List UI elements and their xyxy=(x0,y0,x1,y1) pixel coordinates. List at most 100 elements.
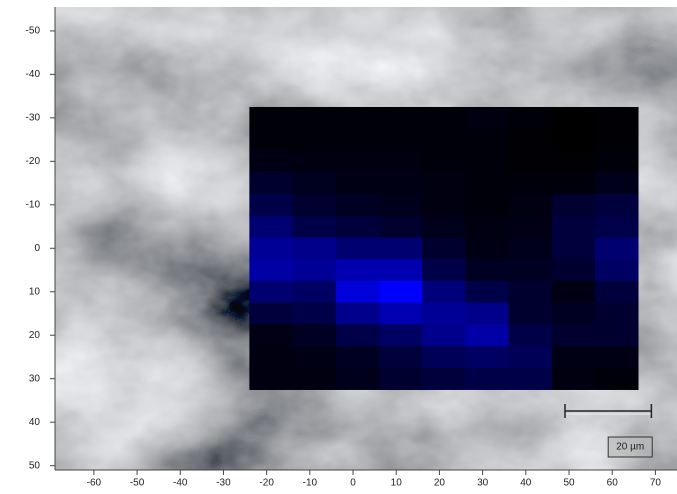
x-tick-label: 30 xyxy=(477,478,489,489)
heatmap-cell xyxy=(249,216,293,238)
heatmap-cell xyxy=(595,237,639,259)
heatmap-cell xyxy=(552,129,596,151)
heatmap-cell xyxy=(422,129,466,151)
y-tick-label: -40 xyxy=(26,69,41,80)
heatmap-cell xyxy=(595,368,639,390)
heatmap-cell xyxy=(509,129,553,151)
heatmap-cell xyxy=(336,237,380,259)
heatmap-cell xyxy=(293,129,337,151)
heatmap-cell xyxy=(249,281,293,303)
heatmap-cell xyxy=(465,129,509,151)
heatmap-cell xyxy=(465,216,509,238)
heatmap-cell xyxy=(422,303,466,325)
heatmap-cell xyxy=(293,194,337,216)
heatmap-cell xyxy=(249,259,293,281)
heatmap-cell xyxy=(552,368,596,390)
y-tick-label: -50 xyxy=(26,26,41,37)
heatmap-cell xyxy=(509,368,553,390)
heatmap-cell xyxy=(336,368,380,390)
heatmap-cell xyxy=(379,194,423,216)
heatmap-cell xyxy=(552,150,596,172)
heatmap-cell xyxy=(293,303,337,325)
y-tick-label: 20 xyxy=(29,330,41,341)
heatmap-cell xyxy=(595,172,639,194)
x-tick-label: 20 xyxy=(434,478,446,489)
heatmap-cell xyxy=(293,172,337,194)
heatmap-cell xyxy=(336,194,380,216)
heatmap-cell xyxy=(422,194,466,216)
heatmap-cell xyxy=(465,303,509,325)
heatmap-cell xyxy=(293,150,337,172)
heatmap-cell xyxy=(379,259,423,281)
y-tick-label: 40 xyxy=(29,417,41,428)
heatmap-cell xyxy=(595,150,639,172)
heatmap-cell xyxy=(249,194,293,216)
heatmap-cell xyxy=(336,259,380,281)
x-tick-label: -30 xyxy=(216,478,231,489)
heatmap-cell xyxy=(249,346,293,368)
heatmap-cell xyxy=(293,324,337,346)
heatmap-cell xyxy=(379,129,423,151)
heatmap-cell xyxy=(249,172,293,194)
heatmap-cell xyxy=(509,107,553,129)
y-tick-label: -10 xyxy=(26,199,41,210)
heatmap-cell xyxy=(379,216,423,238)
x-tick-label: -40 xyxy=(173,478,188,489)
x-tick-label: -20 xyxy=(259,478,274,489)
x-tick-label: 0 xyxy=(350,478,356,489)
heatmap-cell xyxy=(336,281,380,303)
heatmap-cell xyxy=(336,172,380,194)
heatmap-cell xyxy=(379,303,423,325)
heatmap-cell xyxy=(552,237,596,259)
x-tick-label: -60 xyxy=(87,478,102,489)
heatmap-cell xyxy=(552,194,596,216)
heatmap-cell xyxy=(293,346,337,368)
y-tick-label: -20 xyxy=(26,156,41,167)
heatmap-cell xyxy=(379,150,423,172)
heatmap-cell xyxy=(465,150,509,172)
heatmap-cell xyxy=(465,346,509,368)
heatmap-cell xyxy=(379,324,423,346)
heatmap-cell xyxy=(552,216,596,238)
heatmap-cell xyxy=(379,281,423,303)
x-tick-label: 10 xyxy=(391,478,403,489)
heatmap-cell xyxy=(595,216,639,238)
heatmap-cell xyxy=(379,346,423,368)
heatmap-cell xyxy=(422,107,466,129)
heatmap-cell xyxy=(336,129,380,151)
heatmap-cell xyxy=(465,259,509,281)
plot-layer xyxy=(249,107,638,390)
heatmap-cell xyxy=(249,368,293,390)
heatmap-cell xyxy=(595,129,639,151)
x-tick-label: 70 xyxy=(650,478,662,489)
heatmap-cell xyxy=(509,324,553,346)
x-tick-label: -10 xyxy=(303,478,318,489)
heatmap-cell xyxy=(336,150,380,172)
heatmap-cell xyxy=(379,107,423,129)
heatmap-cell xyxy=(509,259,553,281)
heatmap-cell xyxy=(293,216,337,238)
heatmap-cell xyxy=(552,281,596,303)
heatmap-cell xyxy=(249,303,293,325)
heatmap-cell xyxy=(293,368,337,390)
heatmap-cell xyxy=(552,346,596,368)
heatmap-cell xyxy=(595,107,639,129)
heatmap-cell xyxy=(249,150,293,172)
heatmap-cell xyxy=(509,346,553,368)
heatmap-cell xyxy=(595,303,639,325)
heatmap-cell xyxy=(379,172,423,194)
heatmap-cell xyxy=(293,281,337,303)
heatmap-cell xyxy=(249,324,293,346)
heatmap-cell xyxy=(379,237,423,259)
heatmap-cell xyxy=(249,129,293,151)
heatmap-cell xyxy=(249,237,293,259)
heatmap-cell xyxy=(422,172,466,194)
heatmap-cell xyxy=(465,237,509,259)
y-tick-label: -30 xyxy=(26,112,41,123)
heatmap-cell xyxy=(422,237,466,259)
heatmap-cell xyxy=(465,368,509,390)
heatmap-cell xyxy=(293,237,337,259)
chart: -60-50-40-30-20-10010203040506070-50-40-… xyxy=(0,0,677,494)
heatmap-cell xyxy=(595,324,639,346)
heatmap-cell xyxy=(509,172,553,194)
